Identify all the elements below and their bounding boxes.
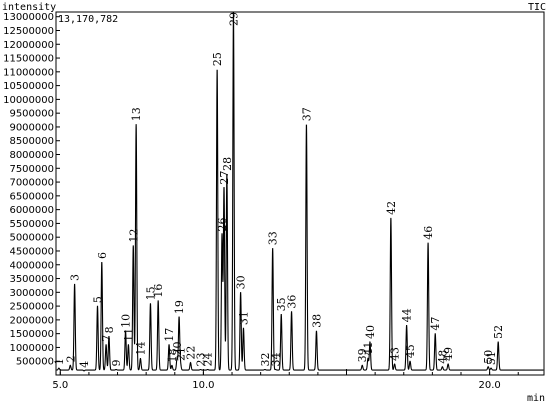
peak-label: 5 [92,296,105,303]
peak-label: 12 [127,228,140,242]
peak-label: 6 [96,252,109,259]
peak-label: 13 [130,107,143,121]
y-tick-label: 4500000 [9,246,54,257]
peak-label: 7 [100,335,113,342]
y-tick-label: 5500000 [9,219,54,230]
plot-border [55,11,545,376]
y-tick-label: 6000000 [9,205,54,216]
peak-label: 3 [69,274,82,281]
y-tick-label: 3500000 [9,274,54,285]
peak-label: 25 [211,52,224,66]
peak-label: 52 [492,325,505,339]
y-tick-label: 10000000 [3,95,54,106]
tic-line [56,11,544,372]
peak-label: 22 [185,346,198,360]
x-tick-label: 5.0 [52,380,68,391]
peak-label: 48 [436,350,449,364]
peak-label: 45 [404,344,417,358]
x-tick-label: 20.0 [478,380,500,391]
y-tick-label: 9500000 [9,109,54,120]
peak-label: 39 [356,348,369,362]
peak-label: 44 [401,308,414,322]
peak-label: 50 [482,350,495,364]
peak-label: 16 [152,284,165,298]
peak-label: 37 [300,107,313,121]
peak-label: 27 [218,171,231,185]
peak-label: 11 [122,328,135,342]
peak-label: 2 [64,355,77,362]
y-tick-label: 8500000 [9,136,54,147]
peak-label: 38 [310,314,323,328]
peak-label: 40 [364,325,377,339]
peak-label: 17 [163,328,176,342]
peak-labels: 1234567891011121314151617181920212223242… [53,12,505,368]
tic-trace [56,11,544,372]
y-tick-label: 1500000 [9,329,54,340]
peak-label: 46 [422,226,435,240]
peak-label: 31 [237,311,250,325]
peak-label: 28 [221,157,234,171]
y-tick-label: 2500000 [9,302,54,313]
peak-label: 20 [171,341,184,355]
y-tick-label: 12500000 [3,26,54,37]
peak-label: 42 [385,201,398,215]
y-tick-label: 4000000 [9,260,54,271]
y-tick-label: 5000000 [9,233,54,244]
peak-label: 26 [216,217,229,231]
plot-frame [55,11,545,376]
y-tick-label: 9000000 [9,122,54,133]
peak-label: 10 [120,314,133,328]
y-tick-label: 11000000 [3,67,54,78]
peak-label: 41 [362,341,375,355]
y-tick-label: 500000 [16,357,54,368]
peak-label: 49 [442,347,455,361]
trace-label: TIC [528,2,546,13]
peak-label: 32 [259,352,272,366]
y-tick-label: 11500000 [3,54,54,65]
x-axis: 5.0 10.0 20.0 [52,369,519,391]
peak-label: 9 [110,359,123,366]
peak-label: 34 [270,352,283,366]
y-tick-label: 7000000 [9,178,54,189]
peak-label: 43 [389,347,402,361]
y-axis-title: intensity [2,2,56,13]
y-tick-label: 6500000 [9,191,54,202]
peak-label: 36 [286,295,299,309]
y-axis: 500000 1000000 1500000 2000000 2500000 300000… [3,12,60,368]
y-tick-label: 8000000 [9,150,54,161]
max-intensity-readout: 13,170,782 [58,14,118,25]
y-tick-label: 2000000 [9,315,54,326]
peak-label: 15 [144,286,157,300]
peak-label: 29 [227,12,240,26]
y-tick-label: 3000000 [9,288,54,299]
y-tick-label: 13000000 [3,12,54,23]
y-tick-label: 12000000 [3,40,54,51]
peak-label: 21 [175,347,188,361]
peak-label: 19 [173,300,186,314]
peak-label: 30 [235,275,248,289]
y-tick-label: 1000000 [9,343,54,354]
peak-label: 4 [78,361,91,368]
peak-label: 24 [202,352,215,366]
x-tick-label: 10.0 [192,380,214,391]
peak-label: 35 [275,297,288,311]
peak-label: 1 [53,358,66,365]
peak-label: 18 [166,348,179,362]
peak-label: 23 [195,352,208,366]
y-tick-label: 7500000 [9,164,54,175]
peak-label: 8 [103,326,116,333]
peak-label: 14 [134,341,147,355]
peak-label: 47 [429,317,442,331]
peak-label: 51 [485,351,498,365]
y-tick-label: 10500000 [3,81,54,92]
peak-label: 33 [267,231,280,245]
x-axis-title: min [527,393,545,404]
